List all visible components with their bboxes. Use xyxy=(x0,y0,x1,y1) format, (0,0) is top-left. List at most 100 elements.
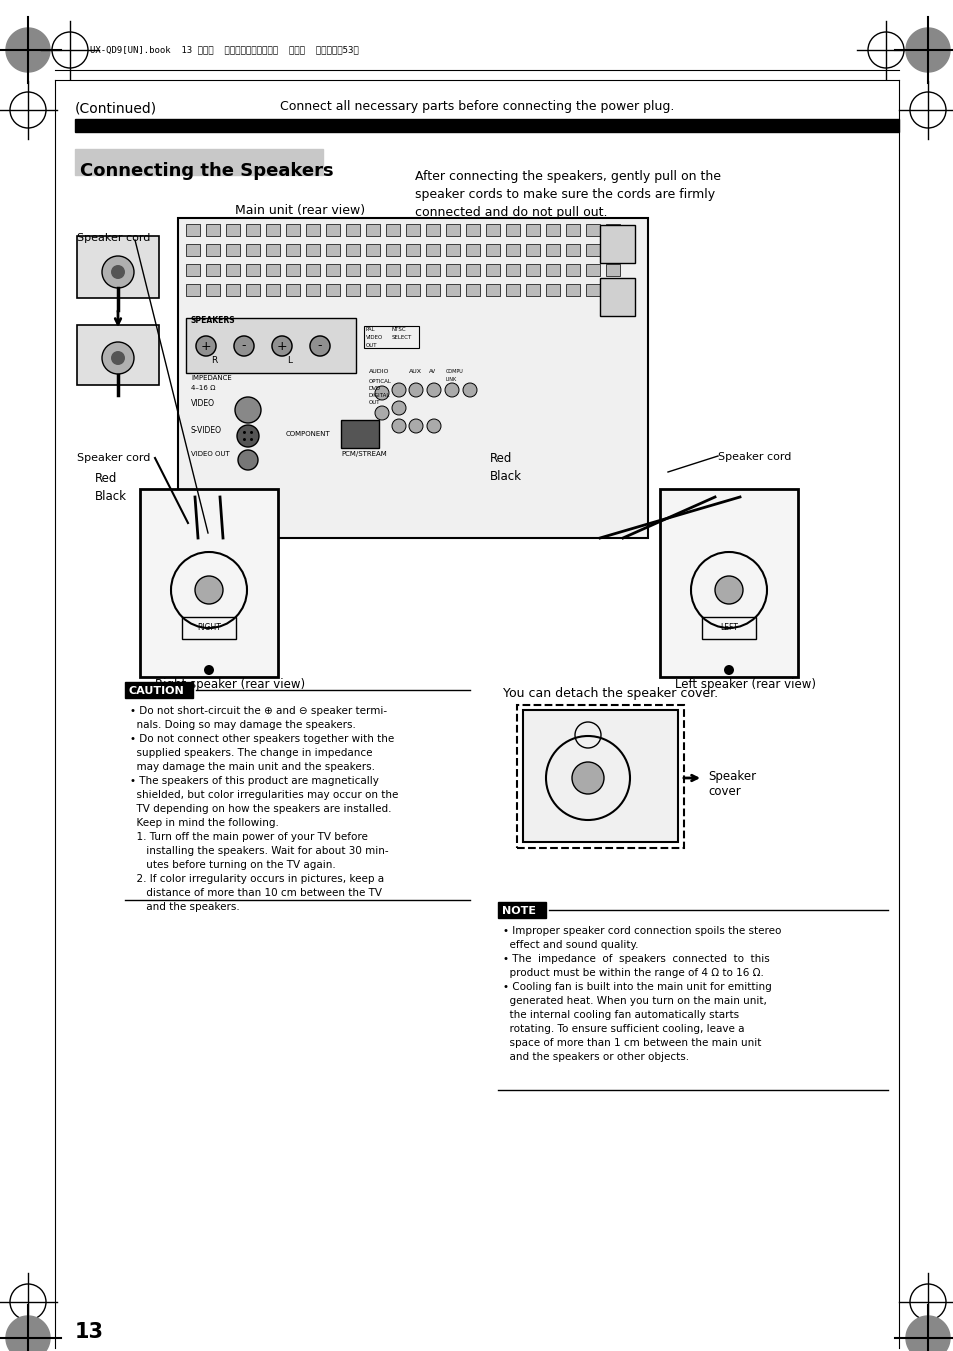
Text: +: + xyxy=(200,339,212,353)
Bar xyxy=(465,284,479,296)
Bar xyxy=(226,224,240,236)
Text: AUDIO: AUDIO xyxy=(369,369,389,374)
Bar xyxy=(465,245,479,255)
Bar xyxy=(585,245,599,255)
Circle shape xyxy=(111,351,125,365)
Text: NTSC: NTSC xyxy=(392,327,406,332)
Text: PCM/STREAM: PCM/STREAM xyxy=(340,451,386,457)
Bar xyxy=(266,224,280,236)
Bar xyxy=(206,224,220,236)
Text: Speaker cord: Speaker cord xyxy=(718,453,791,462)
Circle shape xyxy=(243,438,246,440)
Bar xyxy=(446,284,459,296)
Text: RIGHT: RIGHT xyxy=(197,623,221,632)
Bar xyxy=(545,245,559,255)
Bar xyxy=(366,263,379,276)
Bar xyxy=(386,224,399,236)
Bar xyxy=(246,224,260,236)
Circle shape xyxy=(444,382,458,397)
Bar xyxy=(426,263,439,276)
Circle shape xyxy=(392,382,406,397)
Bar xyxy=(326,245,339,255)
Bar xyxy=(525,263,539,276)
Bar xyxy=(246,284,260,296)
Text: • Do not short-circuit the ⊕ and ⊖ speaker termi-
  nals. Doing so may damage th: • Do not short-circuit the ⊕ and ⊖ speak… xyxy=(130,707,398,912)
Bar xyxy=(186,317,355,373)
Text: OUT: OUT xyxy=(366,343,377,349)
Bar xyxy=(206,263,220,276)
Bar xyxy=(286,284,299,296)
Bar xyxy=(182,617,235,639)
Text: Red: Red xyxy=(95,471,117,485)
Bar xyxy=(426,284,439,296)
Text: S-VIDEO: S-VIDEO xyxy=(191,426,222,435)
Bar xyxy=(75,149,323,176)
Bar xyxy=(545,263,559,276)
Text: After connecting the speakers, gently pull on the
speaker cords to make sure the: After connecting the speakers, gently pu… xyxy=(415,170,720,219)
Text: LEFT: LEFT xyxy=(720,623,738,632)
Circle shape xyxy=(195,336,215,357)
Text: VIDEO: VIDEO xyxy=(191,399,214,408)
Text: IMPEDANCE: IMPEDANCE xyxy=(191,376,232,381)
Bar xyxy=(140,489,277,677)
Bar xyxy=(326,263,339,276)
Text: (Continued)
Connections: (Continued) Connections xyxy=(75,101,160,135)
Bar xyxy=(446,224,459,236)
Circle shape xyxy=(102,342,133,374)
Bar xyxy=(366,284,379,296)
Circle shape xyxy=(250,431,253,434)
Bar xyxy=(346,284,359,296)
Bar xyxy=(366,245,379,255)
Circle shape xyxy=(272,336,292,357)
Text: Connecting the Speakers: Connecting the Speakers xyxy=(80,162,334,180)
Bar xyxy=(406,245,419,255)
Polygon shape xyxy=(6,28,50,72)
Bar xyxy=(246,263,260,276)
Polygon shape xyxy=(905,28,949,72)
Bar xyxy=(485,224,499,236)
Bar xyxy=(326,284,339,296)
Bar xyxy=(485,245,499,255)
Circle shape xyxy=(462,382,476,397)
Bar xyxy=(505,263,519,276)
Bar xyxy=(266,245,280,255)
Bar xyxy=(186,284,200,296)
Bar xyxy=(366,224,379,236)
Text: +: + xyxy=(276,339,287,353)
Bar xyxy=(505,245,519,255)
Bar xyxy=(346,224,359,236)
Bar xyxy=(75,119,898,132)
Bar xyxy=(206,284,220,296)
Bar xyxy=(286,263,299,276)
Circle shape xyxy=(111,265,125,280)
Bar xyxy=(77,326,159,385)
Bar xyxy=(605,284,619,296)
Bar xyxy=(585,284,599,296)
Text: Red: Red xyxy=(490,453,512,465)
Circle shape xyxy=(409,419,422,434)
Bar xyxy=(446,245,459,255)
Text: L: L xyxy=(287,357,293,365)
Bar xyxy=(364,326,418,349)
Text: Left speaker (rear view): Left speaker (rear view) xyxy=(675,678,815,690)
Bar xyxy=(186,224,200,236)
Bar xyxy=(545,224,559,236)
Circle shape xyxy=(194,576,223,604)
Bar xyxy=(226,284,240,296)
Bar xyxy=(585,224,599,236)
Bar xyxy=(485,263,499,276)
Text: UX-QD9[UN].book  13 ページ  ２００４年９月２８日  火曜日  午前１０晉53分: UX-QD9[UN].book 13 ページ ２００４年９月２８日 火曜日 午前… xyxy=(90,46,358,54)
Bar xyxy=(186,263,200,276)
Bar xyxy=(178,218,647,538)
Bar xyxy=(565,263,579,276)
Circle shape xyxy=(102,255,133,288)
Text: NOTE: NOTE xyxy=(501,907,536,916)
Bar xyxy=(306,263,319,276)
Circle shape xyxy=(392,401,406,415)
Bar xyxy=(266,263,280,276)
Bar xyxy=(340,420,378,449)
Circle shape xyxy=(250,438,253,440)
Bar xyxy=(465,224,479,236)
Bar xyxy=(406,284,419,296)
Text: AV: AV xyxy=(429,369,436,374)
